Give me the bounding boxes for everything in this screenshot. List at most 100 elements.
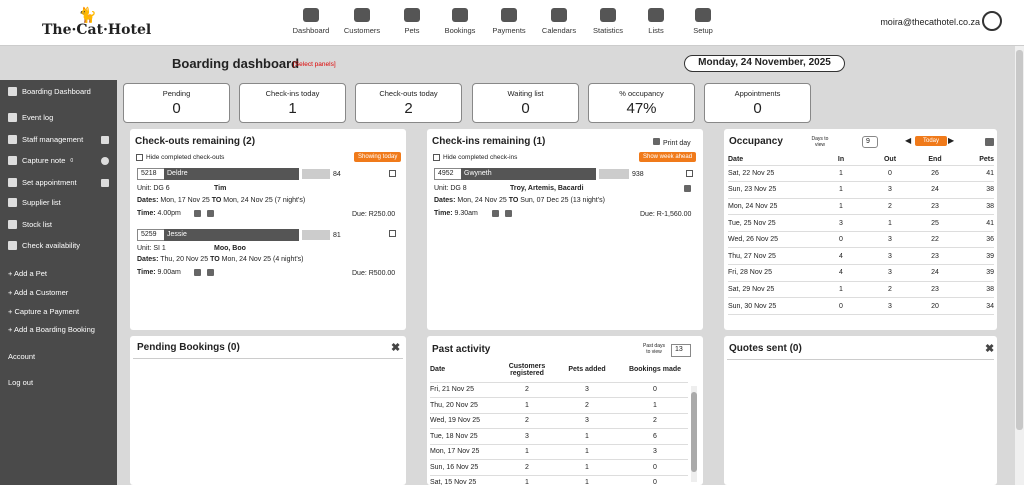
calendar-icon[interactable] <box>101 136 109 144</box>
table-cell: 36 <box>958 231 994 249</box>
sidebar-item-stock-list[interactable]: Stock list <box>8 220 52 229</box>
sidebar-item-account[interactable]: Account <box>8 352 36 361</box>
redacted-phone <box>599 169 629 179</box>
show-week-ahead-button[interactable]: Show week ahead <box>639 152 697 162</box>
stat-checkouts-today[interactable]: Check-outs today 2 <box>355 83 462 123</box>
stat-pending[interactable]: Pending 0 <box>123 83 230 123</box>
record-checkbox[interactable] <box>389 170 396 177</box>
sidebar-item-add-boarding-booking[interactable]: + Add a Boarding Booking <box>8 325 95 334</box>
bell-icon <box>452 8 468 22</box>
next-arrow-icon[interactable]: ▶ <box>948 136 955 145</box>
booking-id[interactable]: 5259 <box>137 229 165 241</box>
calendar-icon[interactable] <box>101 179 109 187</box>
pencil-icon[interactable] <box>207 210 214 217</box>
page-scrollbar-thumb[interactable] <box>1016 50 1023 430</box>
customer-name[interactable]: Deldre <box>164 168 299 180</box>
sidebar-item-set-appointment[interactable]: Set appointment <box>8 178 77 187</box>
scrollbar[interactable] <box>691 386 697 482</box>
sidebar-item-staff-management[interactable]: Staff management <box>8 135 83 144</box>
stat-occupancy[interactable]: % occupancy 47% <box>588 83 695 123</box>
sidebar-item-check-availability[interactable]: Check availability <box>8 241 80 250</box>
avatar-icon[interactable] <box>982 11 1002 31</box>
calendar-icon[interactable] <box>194 210 201 217</box>
table-cell: 1 <box>868 214 912 232</box>
sidebar-item-supplier-list[interactable]: Supplier list <box>8 198 61 207</box>
printer-icon[interactable] <box>985 138 994 146</box>
calendar-icon[interactable] <box>194 269 201 276</box>
table-cell: 1 <box>814 181 868 199</box>
nav-payments[interactable]: Payments <box>484 8 534 35</box>
calendar-icon[interactable] <box>492 210 499 217</box>
checkbox[interactable] <box>136 154 143 161</box>
nav-setup[interactable]: Setup <box>678 8 728 35</box>
table-cell: 3 <box>552 382 622 398</box>
customer-name[interactable]: Gwyneth <box>461 168 596 180</box>
sidebar-item-event-log[interactable]: Event log <box>8 113 53 122</box>
table-row: Sat, 15 Nov 25 1 1 0 <box>430 475 688 485</box>
pet-names: Moo, Boo <box>214 245 246 252</box>
close-icon[interactable]: ✖ <box>985 343 995 355</box>
table-cell: 2 <box>622 413 688 429</box>
table-cell: 3 <box>622 444 688 460</box>
page-title: Boarding dashboard <box>172 56 300 71</box>
past-activity-panel: Past activity Past days to view 13 Date C… <box>427 336 703 485</box>
nav-statistics[interactable]: Statistics <box>583 8 633 35</box>
table-cell: Thu, 27 Nov 25 <box>728 247 814 266</box>
past-activity-title: Past activity <box>432 344 491 355</box>
close-icon[interactable]: ✖ <box>391 342 401 354</box>
table-cell: Wed, 19 Nov 25 <box>430 413 502 429</box>
stat-checkins-today[interactable]: Check-ins today 1 <box>239 83 346 123</box>
showing-today-button[interactable]: Showing today <box>354 152 402 162</box>
record-checkbox[interactable] <box>686 170 693 177</box>
calendar-check-icon <box>8 241 17 250</box>
stat-waiting-list[interactable]: Waiting list 0 <box>472 83 579 123</box>
search-icon[interactable] <box>101 157 109 165</box>
table-row: Thu, 20 Nov 25 1 2 1 <box>430 397 688 414</box>
nav-pets[interactable]: Pets <box>387 8 437 35</box>
booking-id[interactable]: 4952 <box>434 168 462 180</box>
sidebar-item-capture-payment[interactable]: + Capture a Payment <box>8 307 80 316</box>
prev-arrow-icon[interactable]: ◀ <box>905 136 912 145</box>
nav-dashboard[interactable]: Dashboard <box>286 8 336 35</box>
customer-name[interactable]: Jessie <box>164 229 299 241</box>
occupancy-panel: Occupancy Days to view 9 ◀ Today ▶ Date I… <box>724 129 997 330</box>
pencil-icon[interactable] <box>207 269 214 276</box>
table-cell: 22 <box>912 231 958 249</box>
checkins-title: Check-ins remaining (1) <box>432 136 546 147</box>
nav-lists[interactable]: Lists <box>631 8 681 35</box>
checkbox[interactable] <box>433 154 440 161</box>
sidebar-item-add-pet[interactable]: + Add a Pet <box>8 269 47 278</box>
sidebar-item-capture-note[interactable]: Capture note 0 <box>8 156 73 165</box>
record-checkbox[interactable] <box>389 230 396 237</box>
select-panels-link[interactable]: [Select panels] <box>293 61 336 68</box>
printer-icon[interactable] <box>684 185 691 192</box>
stat-appointments[interactable]: Appointments 0 <box>704 83 811 123</box>
sidebar-item-add-customer[interactable]: + Add a Customer <box>8 288 69 297</box>
days-to-view-label: Days to view <box>811 136 829 148</box>
nav-customers[interactable]: Customers <box>337 8 387 35</box>
unit: Unit: DG 6 <box>137 185 170 192</box>
today-button[interactable]: Today <box>915 136 948 146</box>
table-cell: 0 <box>622 475 688 485</box>
sidebar-item-boarding-dashboard[interactable]: Boarding Dashboard <box>8 87 91 96</box>
hide-completed-checkins[interactable]: Hide completed check-ins <box>433 154 517 161</box>
checkins-panel: Check-ins remaining (1) Print day Hide c… <box>427 129 703 330</box>
past-days-input[interactable]: 13 <box>671 344 691 357</box>
paw-icon <box>404 8 420 22</box>
nav-calendars[interactable]: Calendars <box>534 8 584 35</box>
table-cell: 23 <box>912 198 958 216</box>
nav-bookings[interactable]: Bookings <box>435 8 485 35</box>
page-scrollbar[interactable] <box>1015 46 1024 485</box>
days-to-view-input[interactable]: 9 <box>862 136 878 148</box>
redacted-phone <box>302 230 330 240</box>
hide-completed-checkouts[interactable]: Hide completed check-outs <box>136 154 224 161</box>
date-display[interactable]: Monday, 24 November, 2025 <box>684 55 845 72</box>
logo[interactable]: 🐈 The·Cat·Hotel <box>42 6 151 40</box>
print-day-button[interactable]: Print day <box>653 138 691 147</box>
user-email[interactable]: moira@thecathotel.co.za <box>880 17 980 27</box>
pencil-icon[interactable] <box>505 210 512 217</box>
amount-due: Due: R250.00 <box>352 211 396 218</box>
sidebar-item-log-out[interactable]: Log out <box>8 378 34 387</box>
booking-id[interactable]: 5218 <box>137 168 165 180</box>
scrollbar-thumb[interactable] <box>691 392 697 472</box>
